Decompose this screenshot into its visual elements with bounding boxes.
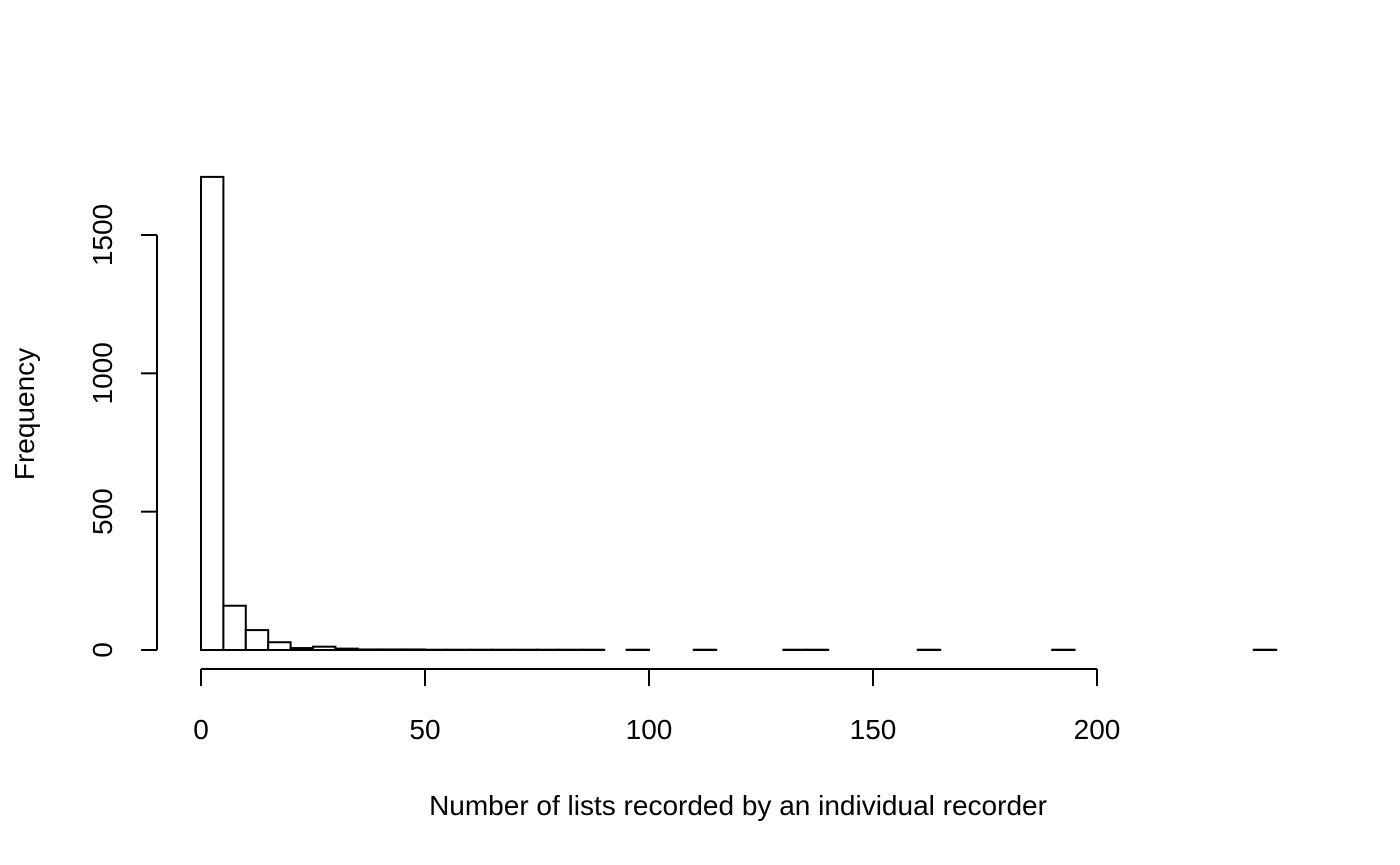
histogram-bars	[200, 175, 1278, 652]
histogram-bar	[222, 604, 247, 651]
histogram-bar	[334, 647, 359, 651]
x-axis: 0 50 100 150 200	[193, 668, 1121, 745]
x-tick-label: 50	[409, 714, 440, 745]
histogram-bar	[356, 648, 382, 652]
x-tick-label: 150	[850, 714, 897, 745]
x-tick-label: 200	[1074, 714, 1121, 745]
y-tick-label: 1500	[87, 204, 118, 266]
y-tick-label: 0	[87, 642, 118, 658]
x-tick-label: 100	[626, 714, 673, 745]
x-tick-label: 0	[193, 714, 209, 745]
histogram-bar	[289, 647, 315, 651]
histogram-bar	[379, 648, 404, 652]
histogram-bar	[267, 641, 292, 651]
histogram-bar	[401, 648, 427, 652]
y-tick-label: 1000	[87, 342, 118, 404]
histogram-bar	[312, 645, 337, 651]
y-axis-title: Frequency	[9, 348, 40, 480]
y-axis: 0 500 1000 1500	[87, 204, 158, 658]
y-tick-label: 500	[87, 488, 118, 535]
histogram-bar	[244, 629, 270, 652]
histogram-bar	[200, 175, 225, 651]
x-axis-title: Number of lists recorded by an individua…	[429, 790, 1047, 821]
